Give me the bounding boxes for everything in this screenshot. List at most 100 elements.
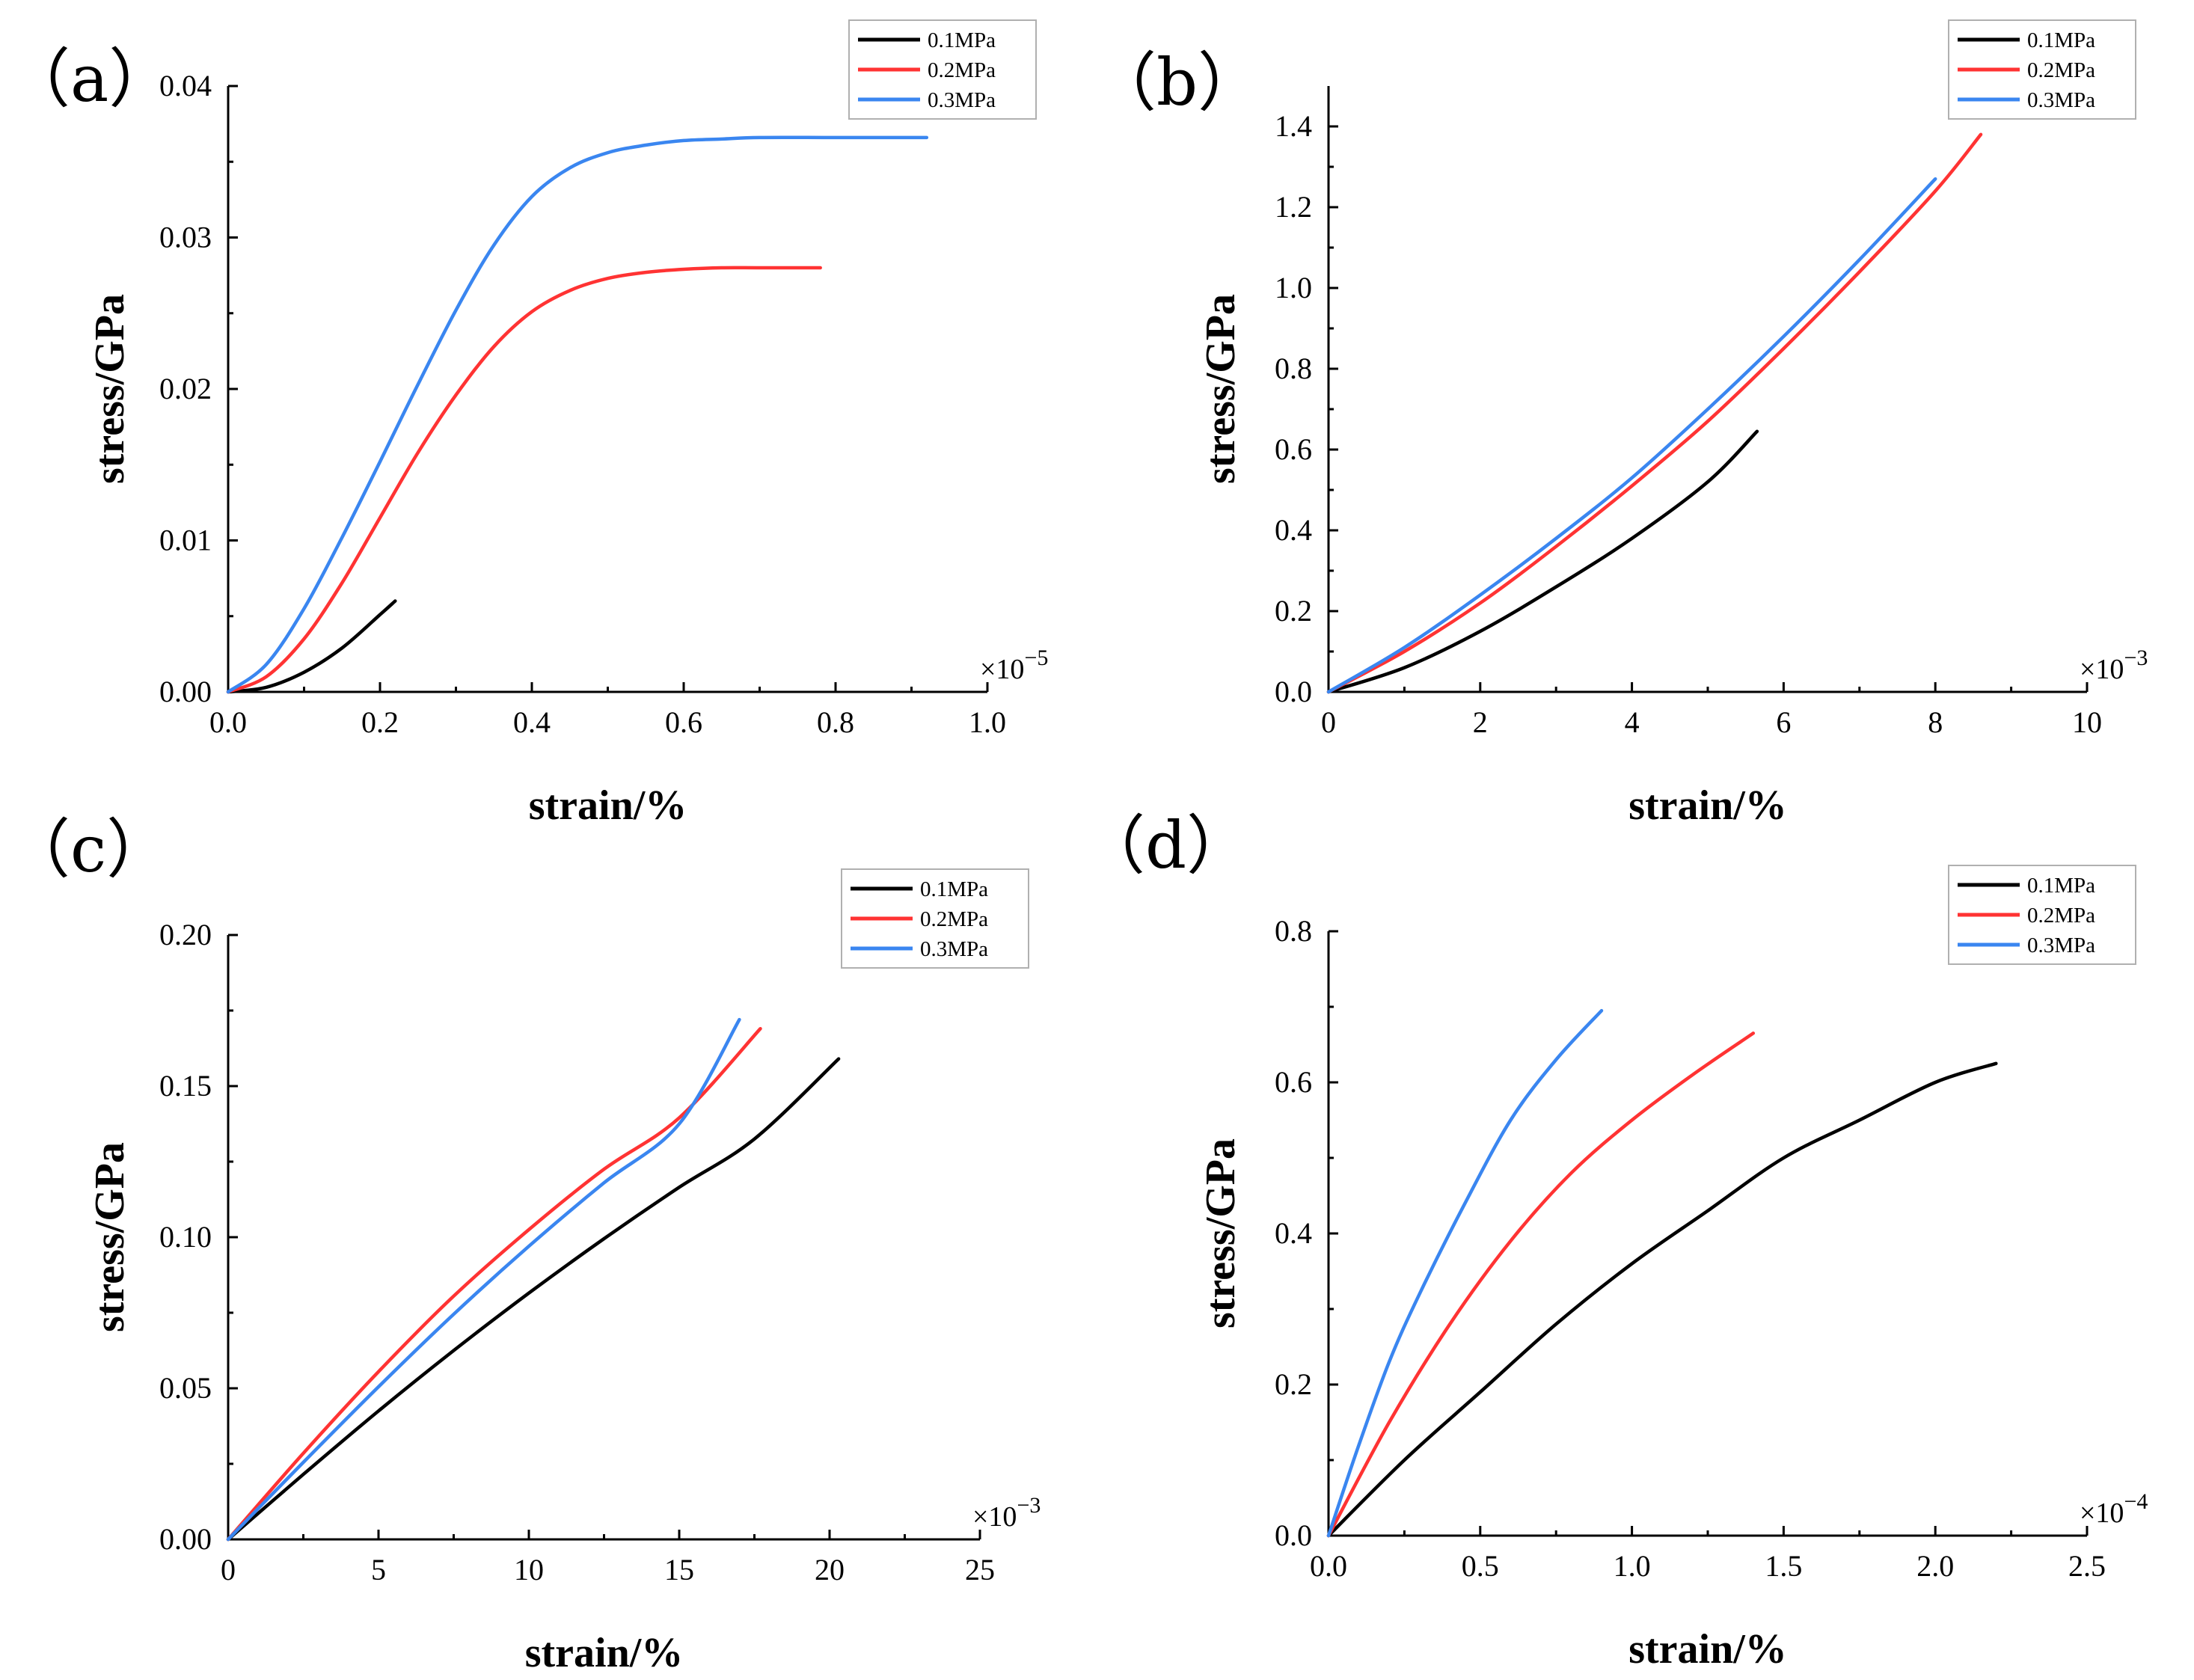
y-tick-label: 0.0 <box>1275 675 1312 708</box>
y-tick-label: 0.20 <box>159 918 212 951</box>
x-axis-exponent: −3 <box>1017 1493 1041 1518</box>
panel-label: （d） <box>1081 809 1251 883</box>
y-tick-label: 0.0 <box>1275 1518 1312 1552</box>
x-tick-label: 10 <box>514 1553 544 1587</box>
x-tick-label: 0.0 <box>1310 1549 1347 1583</box>
x-tick-label: 2.0 <box>1916 1549 1954 1583</box>
series-line-0.3MPa <box>1326 177 1937 694</box>
y-tick-label: 0.02 <box>159 372 212 405</box>
y-tick-label: 0.00 <box>159 675 212 708</box>
x-axis-title: strain/% <box>1628 782 1787 829</box>
chart-panel-b: （b） 0 2 4 6 8 10 0.0 0.2 0.4 0.6 0.8 1.0 1.2 1.4 ×10−3 s… <box>1092 19 2148 829</box>
x-tick-label: 5 <box>371 1553 386 1587</box>
y-tick-label: 0.6 <box>1275 432 1312 466</box>
x-tick-label: 10 <box>2072 705 2102 739</box>
x-axis-title: strain/% <box>525 1630 684 1676</box>
x-tick-label: 0.6 <box>665 705 702 739</box>
series-line-0.2MPa <box>226 266 822 694</box>
x-tick-label: 0.5 <box>1462 1549 1499 1583</box>
panel-label: （a） <box>6 42 173 117</box>
y-tick-label: 0.8 <box>1275 352 1312 385</box>
x-axis-exponent: −5 <box>1024 646 1048 670</box>
y-tick-label: 0.01 <box>159 524 212 557</box>
legend: 0.1MPa 0.2MPa 0.3MPa <box>1948 865 2136 965</box>
legend-label: 0.2MPa <box>2027 904 2095 928</box>
series-line-0.2MPa <box>1326 1031 1756 1538</box>
y-tick-label: 1.0 <box>1275 271 1312 304</box>
legend: 0.1MPa 0.2MPa 0.3MPa <box>1948 19 2136 120</box>
y-tick-label: 1.2 <box>1275 190 1312 224</box>
legend-label: 0.1MPa <box>2027 28 2095 52</box>
series-line-0.1MPa <box>226 1057 841 1542</box>
panel-label: （b） <box>1092 46 1262 120</box>
y-tick-label: 0.4 <box>1275 1216 1312 1250</box>
legend-label: 0.3MPa <box>920 937 988 961</box>
x-tick-label: 0.0 <box>209 705 247 739</box>
x-tick-label: 0 <box>1321 705 1336 739</box>
y-tick-label: 0.10 <box>159 1220 212 1254</box>
y-axis-title: stress/GPa <box>87 294 133 484</box>
panel-label: （c） <box>6 812 171 887</box>
legend: 0.1MPa 0.2MPa 0.3MPa <box>848 19 1037 120</box>
y-tick-label: 0.03 <box>159 221 212 254</box>
x-axis-multiplier: ×10−3 <box>972 1493 1041 1533</box>
x-tick-label: 8 <box>1928 705 1943 739</box>
y-axis-title: stress/GPa <box>87 1142 133 1332</box>
legend-label: 0.3MPa <box>2027 88 2095 112</box>
x-tick-label: 6 <box>1776 705 1791 739</box>
legend: 0.1MPa 0.2MPa 0.3MPa <box>841 868 1029 969</box>
x-axis-title: strain/% <box>1628 1626 1787 1673</box>
legend-label: 0.1MPa <box>2027 874 2095 898</box>
y-tick-label: 1.4 <box>1275 109 1312 143</box>
legend-label: 0.1MPa <box>928 28 996 52</box>
x-axis-multiplier: ×10−4 <box>2080 1489 2148 1529</box>
series-line-0.3MPa <box>226 135 929 694</box>
series-line-0.3MPa <box>226 1017 741 1542</box>
y-axis-title: stress/GPa <box>1198 1138 1244 1328</box>
chart-panel-a: （a） 0.0 0.2 0.4 0.6 0.8 1.0 0.00 0.01 0.02 0.03 0.0… <box>6 19 1048 829</box>
chart-panel-c: （c） 0 5 10 15 20 25 0.00 0.05 0.10 0.15 0.20 ×10−3 st… <box>6 812 1041 1676</box>
x-tick-label: 1.0 <box>969 705 1006 739</box>
y-tick-label: 0.15 <box>159 1069 212 1103</box>
y-tick-label: 0.05 <box>159 1371 212 1405</box>
legend-label: 0.2MPa <box>2027 58 2095 82</box>
series-line-0.3MPa <box>1326 1008 1604 1538</box>
y-tick-label: 0.2 <box>1275 594 1312 628</box>
y-axis-title: stress/GPa <box>1198 294 1244 484</box>
x-axis-multiplier: ×10−5 <box>980 646 1048 685</box>
x-tick-label: 1.0 <box>1614 1549 1651 1583</box>
x-tick-label: 20 <box>815 1553 845 1587</box>
series-line-0.2MPa <box>226 1026 762 1542</box>
x-axis-exponent: −4 <box>2124 1489 2148 1514</box>
y-tick-label: 0.00 <box>159 1522 212 1556</box>
series-line-0.1MPa <box>1326 1061 1998 1538</box>
series-line-0.1MPa <box>226 599 397 694</box>
x-tick-label: 25 <box>965 1553 995 1587</box>
y-tick-label: 0.4 <box>1275 513 1312 547</box>
legend-label: 0.3MPa <box>928 88 996 112</box>
y-tick-label: 0.8 <box>1275 914 1312 948</box>
series-line-0.2MPa <box>1326 132 1983 694</box>
x-axis-exponent: −3 <box>2124 646 2148 670</box>
y-tick-label: 0.2 <box>1275 1367 1312 1401</box>
x-tick-label: 2.5 <box>2068 1549 2106 1583</box>
legend-label: 0.2MPa <box>928 58 996 82</box>
series-line-0.1MPa <box>1326 429 1759 694</box>
y-tick-label: 0.04 <box>159 69 212 102</box>
y-tick-label: 0.6 <box>1275 1065 1312 1099</box>
x-tick-label: 1.5 <box>1765 1549 1802 1583</box>
x-tick-label: 4 <box>1625 705 1640 739</box>
legend-label: 0.1MPa <box>920 877 988 901</box>
chart-panel-d: （d） 0.0 0.5 1.0 1.5 2.0 2.5 0.0 0.2 0.4 0.6 0.8 ×10−… <box>1081 809 2148 1673</box>
x-tick-label: 0.2 <box>361 705 399 739</box>
x-tick-label: 0.8 <box>817 705 854 739</box>
legend-label: 0.3MPa <box>2027 933 2095 957</box>
x-tick-label: 0.4 <box>513 705 551 739</box>
legend-label: 0.2MPa <box>920 907 988 931</box>
x-axis-title: strain/% <box>529 782 687 829</box>
x-tick-label: 0 <box>221 1553 236 1587</box>
x-tick-label: 15 <box>664 1553 694 1587</box>
x-axis-multiplier: ×10−3 <box>2080 646 2148 685</box>
x-tick-label: 2 <box>1473 705 1488 739</box>
